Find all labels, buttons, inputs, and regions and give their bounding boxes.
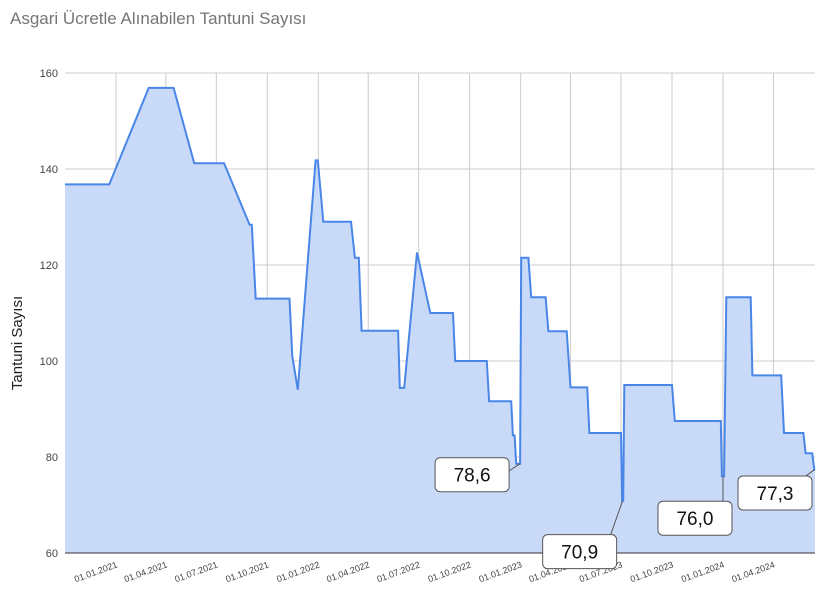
- series-line: [65, 86, 816, 502]
- x-tick-label: 01.07.2022: [376, 559, 422, 584]
- annotation-layer: 78,6 70,9 76,0 77,3: [434, 457, 815, 570]
- x-tick-label: 01.07.2021: [173, 559, 219, 584]
- x-tick-label: 01.01.2021: [73, 559, 119, 584]
- x-tick-label: 01.04.2022: [325, 559, 371, 584]
- x-tick-label: 01.10.2022: [427, 559, 473, 584]
- chart-title: Asgari Ücretle Alınabilen Tantuni Sayısı: [10, 9, 307, 28]
- x-tick-label: 01.01.2024: [680, 559, 726, 584]
- annotation-label: 77,3: [757, 484, 794, 505]
- annotation-box: [737, 475, 813, 511]
- x-tick-label: 01.01.2022: [275, 559, 321, 584]
- y-tick-label: 120: [40, 260, 58, 272]
- series-area: [65, 87, 815, 554]
- annotation-label: 70,9: [561, 543, 598, 564]
- y-tick-label: 60: [46, 548, 58, 560]
- y-tick-label: 160: [40, 68, 58, 80]
- y-tick-label: 140: [40, 164, 58, 176]
- y-axis-label: Tantuni Sayısı: [9, 296, 26, 390]
- x-tick-label: 01.01.2023: [478, 559, 524, 584]
- annotation-leader: [610, 500, 624, 535]
- y-tick-label: 100: [40, 356, 58, 368]
- x-tick-label: 01.04.2021: [123, 559, 169, 584]
- x-tick-label: 01.10.2021: [224, 559, 270, 584]
- x-tick-label: 01.04.2024: [730, 559, 776, 584]
- annotation-box: [434, 457, 510, 493]
- x-tick-label: 01.10.2023: [629, 559, 675, 584]
- annotation-label: 76,0: [676, 509, 713, 530]
- annotation-label: 78,6: [454, 466, 491, 487]
- annotation-box: [657, 500, 733, 536]
- annotation-box: [542, 534, 618, 570]
- y-tick-label: 80: [46, 452, 58, 464]
- annotation-leader: [805, 469, 815, 477]
